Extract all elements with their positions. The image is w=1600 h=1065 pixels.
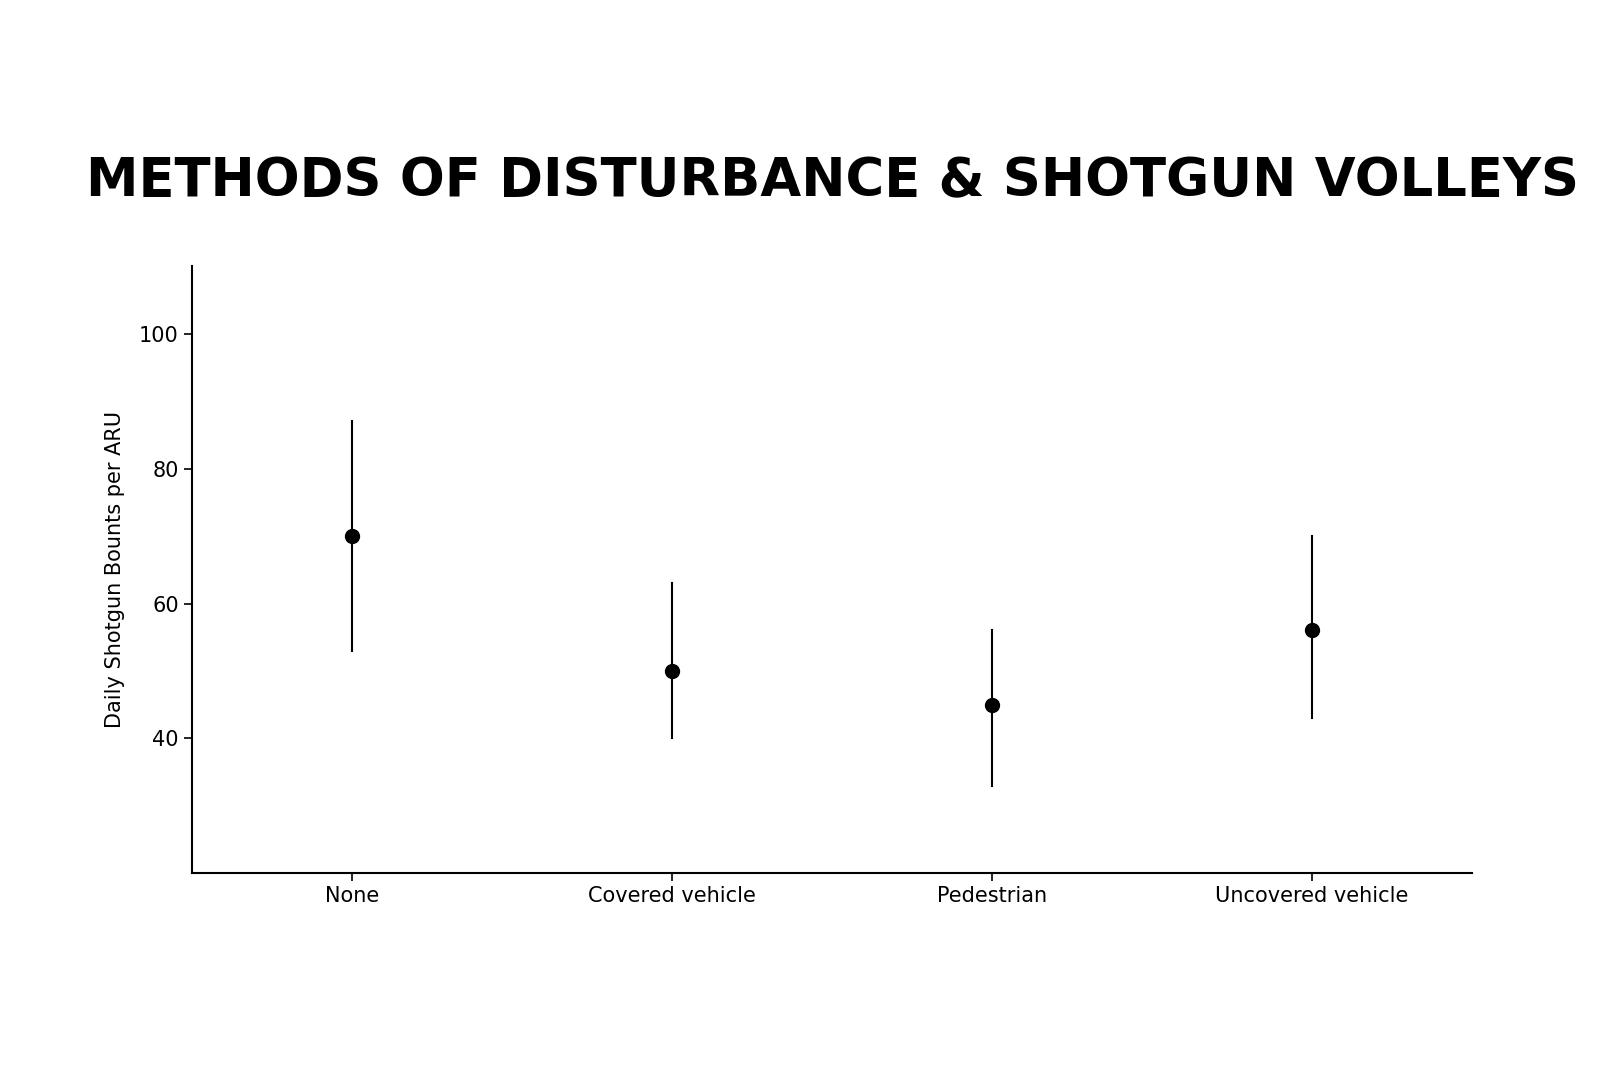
Point [979,697,1005,714]
Point [1299,622,1325,639]
Point [339,527,365,544]
Point [659,662,685,679]
Y-axis label: Daily Shotgun Bounts per ARU: Daily Shotgun Bounts per ARU [106,411,125,728]
Title: METHODS OF DISTURBANCE & SHOTGUN VOLLEYS: METHODS OF DISTURBANCE & SHOTGUN VOLLEYS [85,155,1579,208]
